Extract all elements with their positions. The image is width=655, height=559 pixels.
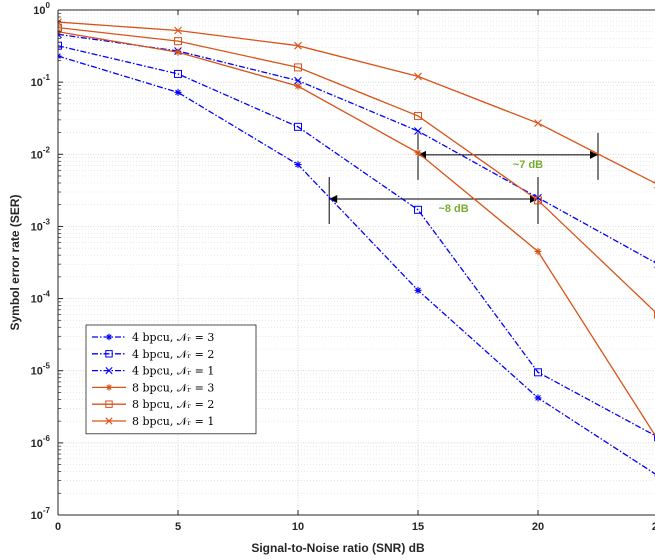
annotation-arrowhead-left <box>329 194 338 203</box>
series-group <box>58 18 655 477</box>
legend-label: 4 bpcu, 𝒩ᵣ = 2 <box>132 348 214 361</box>
y-tick-label: 10-7 <box>31 506 51 522</box>
legend: 4 bpcu, 𝒩ᵣ = 3 4 bpcu, 𝒩ᵣ = 2 4 bpcu, 𝒩ᵣ =… <box>85 324 257 435</box>
x-tick-label: 0 <box>55 521 61 533</box>
x-marker <box>105 417 113 425</box>
legend-label: 4 bpcu, 𝒩ᵣ = 1 <box>132 365 214 378</box>
series-line <box>58 21 655 184</box>
x-tick-label: 20 <box>532 521 544 533</box>
series-5 <box>58 23 655 319</box>
annotation-2: ~8 dB <box>328 176 539 224</box>
asterisk-marker <box>174 88 182 96</box>
series-2 <box>58 41 655 442</box>
series-6 <box>58 18 655 189</box>
asterisk-marker <box>105 384 113 391</box>
y-tick-label: 10-5 <box>31 362 51 378</box>
x-tick-label: 25 <box>652 521 655 533</box>
y-tick-label: 10-2 <box>31 145 51 161</box>
x-marker <box>105 367 113 375</box>
x-marker <box>414 72 422 81</box>
square-marker <box>414 205 422 214</box>
asterisk-marker <box>534 247 542 255</box>
annotation-label: ~7 dB <box>513 159 543 171</box>
square-marker <box>294 122 302 131</box>
series-line <box>58 26 655 313</box>
asterisk-marker <box>534 394 542 402</box>
legend-label: 8 bpcu, 𝒩ᵣ = 2 <box>132 398 214 411</box>
x-tick-label: 15 <box>412 521 424 533</box>
x-marker <box>294 76 302 85</box>
y-axis-label: Symbol error rate (SER) <box>8 194 22 330</box>
y-tick-label: 10-6 <box>31 434 51 450</box>
asterisk-marker <box>174 48 182 56</box>
legend-box <box>85 324 257 435</box>
x-tick-label: 5 <box>175 521 181 533</box>
plot-area <box>58 10 655 515</box>
legend-label: 4 bpcu, 𝒩ᵣ = 3 <box>132 331 214 344</box>
series-1 <box>58 52 655 477</box>
annotations: ~7 dB ~8 dB <box>328 132 599 224</box>
legend-entry-1: 4 bpcu, 𝒩ᵣ = 3 <box>92 331 214 344</box>
y-tick-label: 100 <box>33 1 50 17</box>
asterisk-marker <box>294 161 302 169</box>
x-tick-label: 10 <box>292 521 304 533</box>
legend-entry-4: 8 bpcu, 𝒩ᵣ = 3 <box>92 381 214 394</box>
asterisk-marker <box>414 286 422 294</box>
series-line <box>58 45 655 437</box>
x-marker <box>174 26 182 35</box>
square-marker <box>58 41 62 50</box>
legend-entry-3: 4 bpcu, 𝒩ᵣ = 1 <box>92 365 214 378</box>
square-marker <box>174 69 182 78</box>
x-axis-label: Signal-to-Noise ratio (SNR) dB <box>251 541 425 555</box>
square-marker <box>294 63 302 72</box>
annotation-1: ~7 dB <box>417 132 599 180</box>
axes: 0 5 10 15 20 25 100 10-1 10-2 10-3 10-4 10-5 10-6 10-… <box>31 1 655 533</box>
legend-label: 8 bpcu, 𝒩ᵣ = 1 <box>132 415 214 428</box>
legend-entry-5: 8 bpcu, 𝒩ᵣ = 2 <box>92 398 214 411</box>
legend-entry-2: 4 bpcu, 𝒩ᵣ = 2 <box>92 348 214 361</box>
y-tick-label: 10-4 <box>31 290 51 306</box>
series-4 <box>58 28 655 441</box>
square-marker <box>105 350 113 358</box>
series-line <box>58 55 655 475</box>
square-marker <box>58 23 62 32</box>
x-marker <box>534 119 542 128</box>
y-tick-label: 10-3 <box>31 217 51 233</box>
square-marker <box>414 111 422 120</box>
square-marker <box>105 400 113 408</box>
annotation-label: ~8 dB <box>438 203 468 215</box>
series-line <box>58 31 655 437</box>
asterisk-marker <box>414 149 422 157</box>
square-marker <box>174 37 182 46</box>
x-marker <box>58 18 62 26</box>
asterisk-marker <box>105 333 113 341</box>
legend-label: 8 bpcu, 𝒩ᵣ = 3 <box>132 381 214 394</box>
annotation-arrowhead-right <box>590 150 598 159</box>
asterisk-marker <box>294 82 302 90</box>
legend-entry-6: 8 bpcu, 𝒩ᵣ = 1 <box>92 415 214 428</box>
x-marker <box>534 193 542 202</box>
square-marker <box>534 196 542 205</box>
y-tick-label: 10-1 <box>31 73 51 89</box>
square-marker <box>534 368 542 377</box>
x-marker <box>414 127 422 135</box>
x-marker <box>294 41 302 50</box>
